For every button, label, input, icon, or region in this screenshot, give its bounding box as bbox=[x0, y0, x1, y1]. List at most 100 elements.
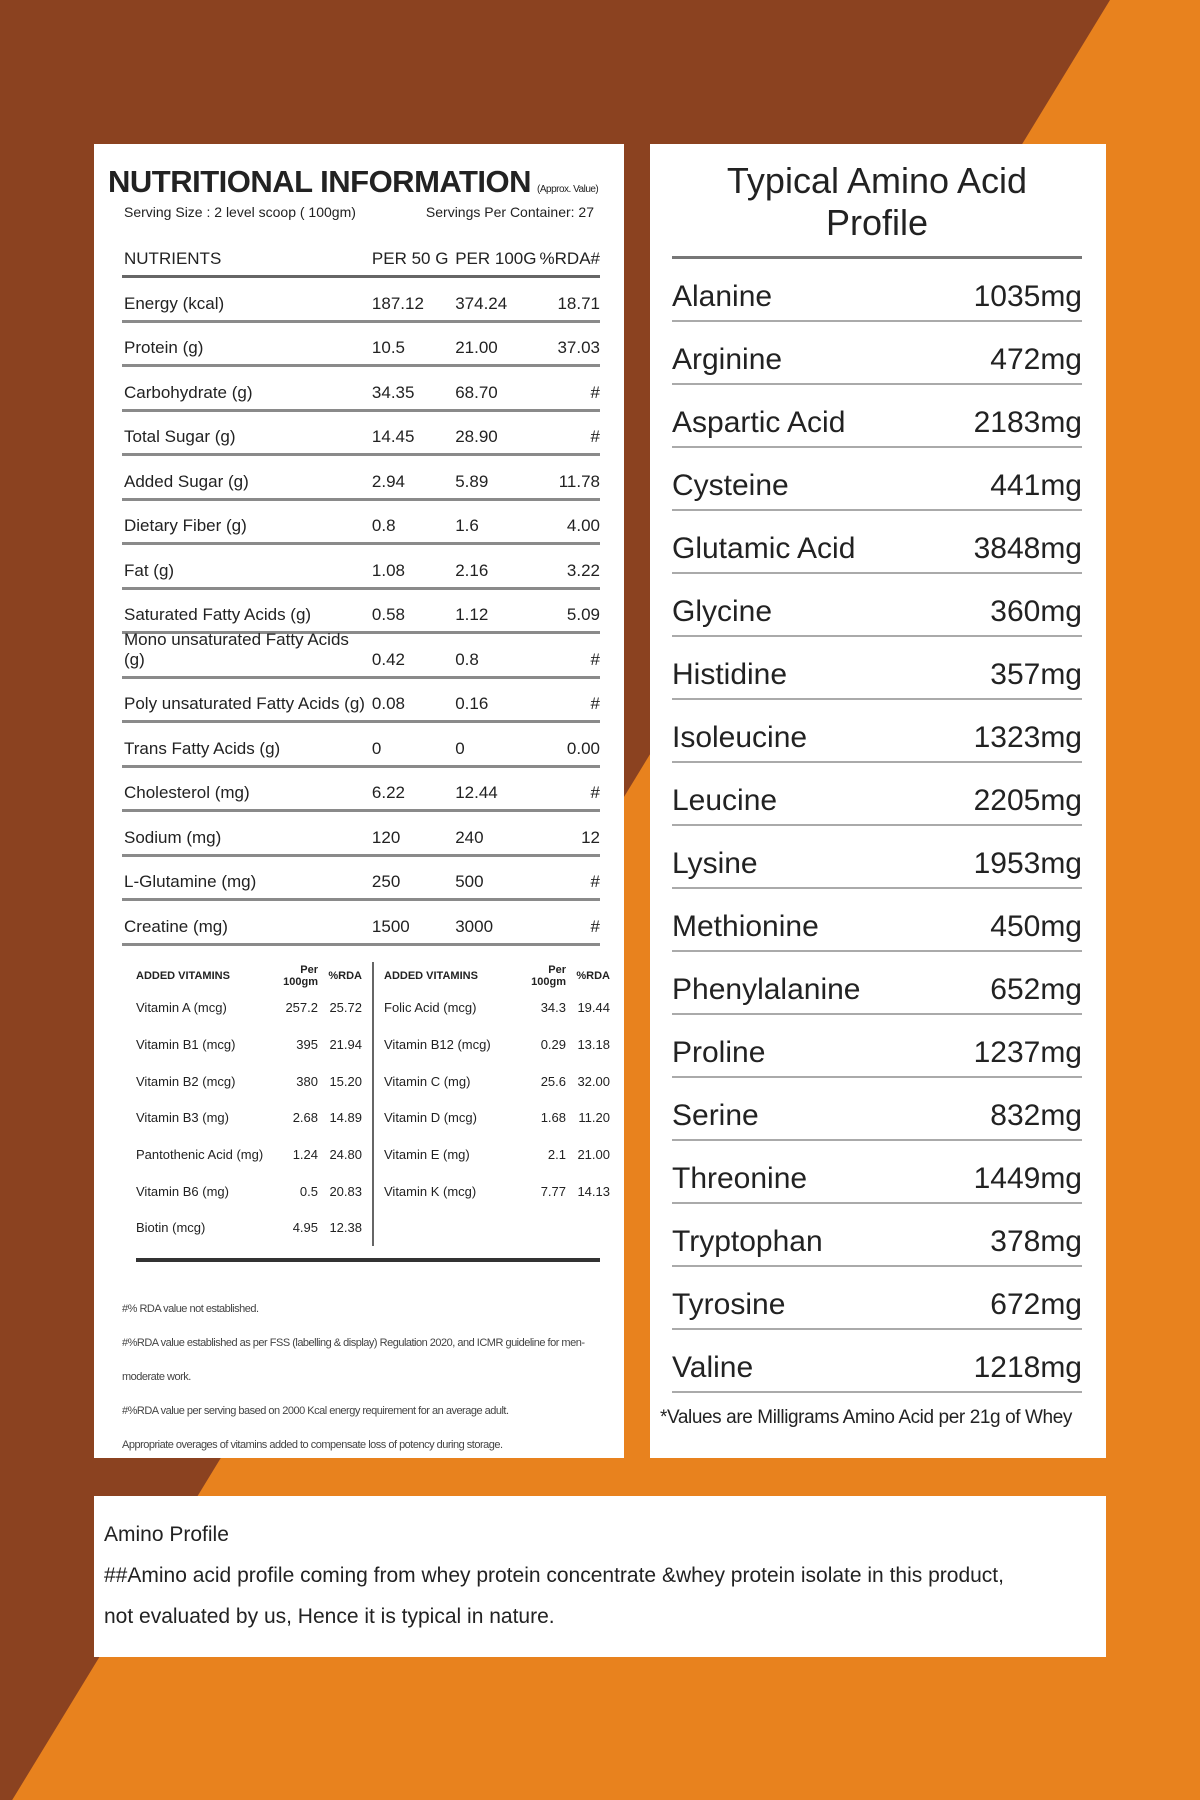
cell: 32.00 bbox=[577, 1073, 610, 1089]
footer-panel: Amino Profile ##Amino acid profile coming… bbox=[94, 1496, 1106, 1657]
cell: 11.78 bbox=[558, 471, 600, 491]
cell: 15.20 bbox=[329, 1073, 362, 1089]
cell: 2.16 bbox=[455, 560, 489, 580]
amino-name: Histidine bbox=[672, 657, 788, 691]
cell: 11.20 bbox=[578, 1110, 610, 1126]
amino-name: Glycine bbox=[672, 594, 773, 628]
cell: Vitamin B2 (mcg) bbox=[136, 1073, 236, 1089]
vitamin-tables: ADDED VITAMINS Per 100gm %RDA Vitamin A (mc… bbox=[136, 961, 610, 1263]
cell: 1.08 bbox=[371, 560, 406, 580]
cell: 380 bbox=[296, 1073, 318, 1089]
amino-name: Tyrosine bbox=[672, 1287, 786, 1321]
nutrient-table: NUTRIENTS PER 50 G PER 100G %RDA# Energy (kc… bbox=[122, 238, 600, 946]
cell: Vitamin K (mcg) bbox=[384, 1183, 477, 1199]
nutrient-row: Poly unsaturated Fatty Acids (g) 0.08 0.16… bbox=[122, 679, 600, 723]
footer-line: Amino Profile bbox=[104, 1523, 229, 1546]
cell: 1.12 bbox=[455, 605, 489, 624]
cell: Vitamin B1 (mcg) bbox=[136, 1037, 236, 1053]
cell: 68.70 bbox=[455, 382, 498, 402]
cell: Vitamin C (mg) bbox=[384, 1073, 471, 1089]
vitamin-row: Vitamin D (mcg) 1.68 11.20 bbox=[384, 1100, 610, 1137]
cell: 21.00 bbox=[577, 1147, 610, 1163]
header-cell: Per 100gm bbox=[283, 963, 318, 988]
cell: 187.12 bbox=[371, 293, 424, 313]
cell: 3.22 bbox=[566, 560, 600, 580]
cell: 500 bbox=[455, 872, 484, 891]
vitamin-row: Vitamin E (mg) 2.1 21.00 bbox=[384, 1136, 610, 1173]
cell: 34.3 bbox=[540, 1000, 566, 1016]
cell: Vitamin B3 (mg) bbox=[136, 1110, 229, 1126]
header-cell: ADDED VITAMINS bbox=[384, 969, 478, 982]
amino-row: Glutamic Acid 3848mg bbox=[672, 511, 1082, 574]
cell: 2.94 bbox=[371, 471, 406, 491]
amino-value: 1323mg bbox=[973, 720, 1082, 754]
amino-name: Leucine bbox=[672, 783, 778, 817]
amino-row: Alanine 1035mg bbox=[672, 259, 1082, 322]
amino-value: 832mg bbox=[990, 1098, 1082, 1132]
amino-row: Serine 832mg bbox=[672, 1078, 1082, 1141]
cell: 374.24 bbox=[455, 293, 508, 313]
nutrient-row: Fat (g) 1.08 2.16 3.22 bbox=[122, 545, 600, 590]
header-cell: PER 100G bbox=[455, 249, 537, 268]
nutrient-row: Creatine (mg) 1500 3000 # bbox=[122, 901, 600, 946]
vitamin-row: Vitamin A (mcg) 257.2 25.72 bbox=[136, 990, 362, 1027]
amino-value: 1035mg bbox=[973, 279, 1082, 313]
cell: 10.5 bbox=[371, 338, 406, 357]
amino-value: 1237mg bbox=[973, 1035, 1082, 1069]
amino-value: 652mg bbox=[990, 972, 1082, 1006]
cell: 28.90 bbox=[455, 427, 498, 446]
amino-row: Lysine 1953mg bbox=[672, 826, 1082, 889]
nutrient-row: Total Sugar (g) 14.45 28.90 # bbox=[122, 412, 600, 456]
cell: 0.58 bbox=[371, 605, 406, 624]
cell: 395 bbox=[296, 1037, 318, 1053]
cell: Energy (kcal) bbox=[124, 293, 225, 313]
vitamin-row: Vitamin B12 (mcg) 0.29 13.18 bbox=[384, 1026, 610, 1063]
amino-name: Glutamic Acid bbox=[672, 531, 856, 565]
cell: 3000 bbox=[455, 916, 494, 936]
amino-row: Valine 1218mg bbox=[672, 1330, 1082, 1393]
cell: Folic Acid (mcg) bbox=[384, 1000, 477, 1016]
amino-value: 2183mg bbox=[973, 405, 1082, 439]
cell: 4.00 bbox=[566, 516, 600, 535]
amino-value: 441mg bbox=[990, 468, 1082, 502]
amino-row: Threonine 1449mg bbox=[672, 1141, 1082, 1204]
amino-name: Methionine bbox=[672, 909, 819, 943]
cell: 24.80 bbox=[329, 1147, 362, 1163]
cell: 12 bbox=[581, 827, 600, 847]
nutrient-row: Dietary Fiber (g) 0.8 1.6 4.00 bbox=[122, 501, 600, 545]
amino-value: 472mg bbox=[990, 342, 1082, 376]
cell: 0.08 bbox=[371, 694, 406, 713]
cell: Vitamin E (mg) bbox=[384, 1147, 470, 1163]
cell: Total Sugar (g) bbox=[124, 427, 236, 446]
nutrient-row: Carbohydrate (g) 34.35 68.70 # bbox=[122, 367, 600, 412]
vitamin-table: ADDED VITAMINS Per 100gm %RDA Vitamin A (mc… bbox=[136, 962, 362, 1247]
nutrient-row: Added Sugar (g) 2.94 5.89 11.78 bbox=[122, 456, 600, 501]
cell: Added Sugar (g) bbox=[124, 471, 249, 491]
cell: 2.68 bbox=[292, 1110, 318, 1126]
amino-row: Arginine 472mg bbox=[672, 322, 1082, 385]
amino-name: Threonine bbox=[672, 1161, 808, 1195]
cell: 20.83 bbox=[329, 1183, 362, 1199]
nutrient-row: Energy (kcal) 187.12 374.24 18.71 bbox=[122, 278, 600, 323]
amino-value: 360mg bbox=[990, 594, 1082, 628]
header-cell: %RDA bbox=[328, 969, 362, 982]
cell: Pantothenic Acid (mg) bbox=[136, 1147, 264, 1163]
cell: 14.89 bbox=[329, 1110, 362, 1126]
vitamin-row: Vitamin K (mcg) 7.77 14.13 bbox=[384, 1173, 610, 1210]
footer-line: not evaluated by us, Hence it is typical… bbox=[104, 1605, 555, 1628]
nutrition-title: NUTRITIONAL INFORMATION (Approx. Value) bbox=[108, 164, 600, 200]
cell: 0.00 bbox=[566, 738, 600, 758]
cell: 21.94 bbox=[329, 1037, 362, 1053]
vitamin-header: ADDED VITAMINS Per 100gm %RDA bbox=[136, 962, 362, 990]
amino-name: Aspartic Acid bbox=[672, 405, 846, 439]
amino-row: Proline 1237mg bbox=[672, 1015, 1082, 1078]
cell: Creatine (mg) bbox=[124, 916, 228, 936]
vitamin-row: Vitamin B3 (mg) 2.68 14.89 bbox=[136, 1100, 362, 1137]
cell: 0.29 bbox=[540, 1037, 566, 1053]
amino-name: Proline bbox=[672, 1035, 766, 1069]
amino-row: Tryptophan 378mg bbox=[672, 1204, 1082, 1267]
header-cell: PER 50 G bbox=[371, 249, 449, 268]
nutrition-panel: NUTRITIONAL INFORMATION (Approx. Value) S… bbox=[94, 144, 624, 1458]
cell: 0.16 bbox=[455, 694, 489, 713]
cell: 7.77 bbox=[540, 1183, 566, 1199]
